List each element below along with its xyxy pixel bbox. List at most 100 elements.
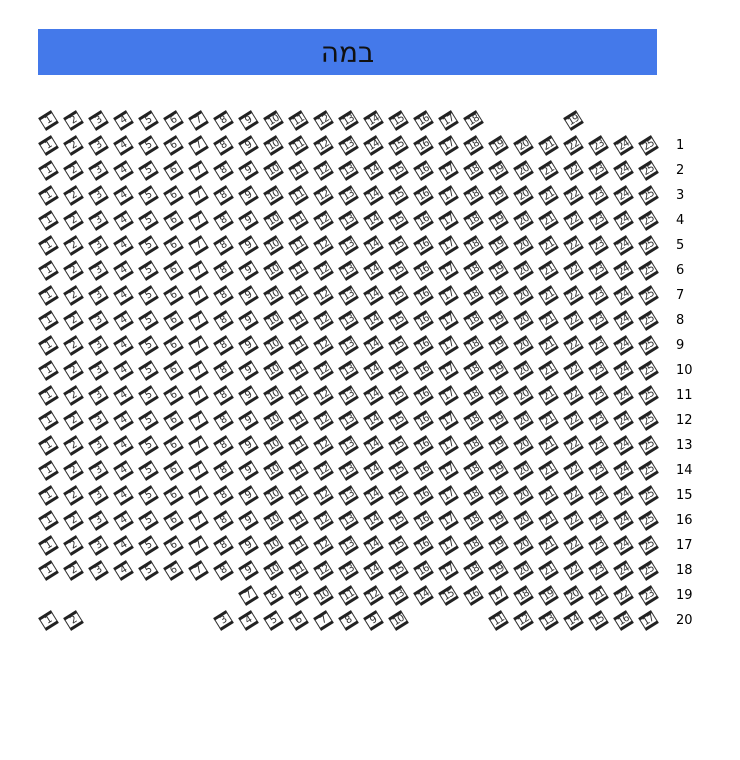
seat-icon[interactable]: 10: [263, 135, 284, 156]
seat-icon[interactable]: 14: [363, 485, 384, 506]
seat-icon[interactable]: 4: [113, 210, 134, 231]
seat-icon[interactable]: 17: [638, 610, 659, 631]
seat-icon[interactable]: 7: [188, 435, 209, 456]
seat-icon[interactable]: 17: [438, 310, 459, 331]
seat-icon[interactable]: 10: [263, 560, 284, 581]
seat-icon[interactable]: 19: [488, 535, 509, 556]
seat-icon[interactable]: 1: [38, 160, 59, 181]
seat-icon[interactable]: 6: [163, 435, 184, 456]
seat-icon[interactable]: 3: [88, 160, 109, 181]
seat-icon[interactable]: 14: [363, 560, 384, 581]
seat-icon[interactable]: 12: [313, 385, 334, 406]
seat-icon[interactable]: 24: [613, 510, 634, 531]
seat-icon[interactable]: 3: [88, 285, 109, 306]
seat-icon[interactable]: 5: [138, 260, 159, 281]
seat-icon[interactable]: 18: [463, 210, 484, 231]
seat-icon[interactable]: 14: [363, 385, 384, 406]
seat-icon[interactable]: 11: [288, 160, 309, 181]
seat-icon[interactable]: 16: [413, 560, 434, 581]
seat-icon[interactable]: 11: [288, 285, 309, 306]
seat-icon[interactable]: 5: [263, 610, 284, 631]
seat-icon[interactable]: 15: [388, 335, 409, 356]
seat-icon[interactable]: 21: [538, 485, 559, 506]
seat-icon[interactable]: 7: [188, 235, 209, 256]
seat-icon[interactable]: 19: [563, 110, 584, 131]
seat-icon[interactable]: 1: [38, 510, 59, 531]
seat-icon[interactable]: 7: [188, 485, 209, 506]
seat-icon[interactable]: 11: [288, 560, 309, 581]
seat-icon[interactable]: 5: [138, 285, 159, 306]
seat-icon[interactable]: 16: [413, 185, 434, 206]
seat-icon[interactable]: 5: [138, 210, 159, 231]
seat-icon[interactable]: 4: [113, 310, 134, 331]
seat-icon[interactable]: 8: [213, 260, 234, 281]
seat-icon[interactable]: 20: [513, 285, 534, 306]
seat-icon[interactable]: 11: [288, 360, 309, 381]
seat-icon[interactable]: 18: [463, 510, 484, 531]
seat-icon[interactable]: 3: [88, 135, 109, 156]
seat-icon[interactable]: 25: [638, 160, 659, 181]
seat-icon[interactable]: 3: [88, 510, 109, 531]
seat-icon[interactable]: 14: [363, 310, 384, 331]
seat-icon[interactable]: 1: [38, 485, 59, 506]
seat-icon[interactable]: 8: [213, 435, 234, 456]
seat-icon[interactable]: 22: [563, 285, 584, 306]
seat-icon[interactable]: 13: [338, 235, 359, 256]
seat-icon[interactable]: 13: [338, 110, 359, 131]
seat-icon[interactable]: 9: [238, 310, 259, 331]
seat-icon[interactable]: 2: [63, 460, 84, 481]
seat-icon[interactable]: 15: [388, 535, 409, 556]
seat-icon[interactable]: 6: [163, 560, 184, 581]
seat-icon[interactable]: 25: [638, 560, 659, 581]
seat-icon[interactable]: 17: [438, 535, 459, 556]
seat-icon[interactable]: 11: [288, 310, 309, 331]
seat-icon[interactable]: 4: [238, 610, 259, 631]
seat-icon[interactable]: 1: [38, 135, 59, 156]
seat-icon[interactable]: 20: [513, 135, 534, 156]
seat-icon[interactable]: 12: [313, 235, 334, 256]
seat-icon[interactable]: 4: [113, 160, 134, 181]
seat-icon[interactable]: 3: [88, 460, 109, 481]
seat-icon[interactable]: 23: [588, 235, 609, 256]
seat-icon[interactable]: 23: [588, 460, 609, 481]
seat-icon[interactable]: 1: [38, 335, 59, 356]
seat-icon[interactable]: 11: [288, 385, 309, 406]
seat-icon[interactable]: 22: [563, 460, 584, 481]
seat-icon[interactable]: 16: [613, 610, 634, 631]
seat-icon[interactable]: 20: [513, 360, 534, 381]
seat-icon[interactable]: 22: [563, 310, 584, 331]
seat-icon[interactable]: 25: [638, 310, 659, 331]
seat-icon[interactable]: 2: [63, 310, 84, 331]
seat-icon[interactable]: 13: [338, 460, 359, 481]
seat-icon[interactable]: 13: [338, 335, 359, 356]
seat-icon[interactable]: 5: [138, 560, 159, 581]
seat-icon[interactable]: 5: [138, 535, 159, 556]
seat-icon[interactable]: 24: [613, 410, 634, 431]
seat-icon[interactable]: 6: [163, 335, 184, 356]
seat-icon[interactable]: 4: [113, 110, 134, 131]
seat-icon[interactable]: 23: [588, 185, 609, 206]
seat-icon[interactable]: 23: [588, 485, 609, 506]
seat-icon[interactable]: 21: [538, 185, 559, 206]
seat-icon[interactable]: 19: [488, 285, 509, 306]
seat-icon[interactable]: 3: [88, 235, 109, 256]
seat-icon[interactable]: 17: [438, 185, 459, 206]
seat-icon[interactable]: 1: [38, 460, 59, 481]
seat-icon[interactable]: 22: [563, 560, 584, 581]
seat-icon[interactable]: 17: [438, 135, 459, 156]
seat-icon[interactable]: 14: [363, 435, 384, 456]
seat-icon[interactable]: 11: [288, 410, 309, 431]
seat-icon[interactable]: 4: [113, 385, 134, 406]
seat-icon[interactable]: 25: [638, 185, 659, 206]
seat-icon[interactable]: 24: [613, 385, 634, 406]
seat-icon[interactable]: 4: [113, 260, 134, 281]
seat-icon[interactable]: 22: [563, 510, 584, 531]
seat-icon[interactable]: 9: [238, 410, 259, 431]
seat-icon[interactable]: 6: [163, 135, 184, 156]
seat-icon[interactable]: 4: [113, 335, 134, 356]
seat-icon[interactable]: 9: [238, 285, 259, 306]
seat-icon[interactable]: 2: [63, 510, 84, 531]
seat-icon[interactable]: 8: [213, 360, 234, 381]
seat-icon[interactable]: 19: [488, 385, 509, 406]
seat-icon[interactable]: 15: [388, 160, 409, 181]
